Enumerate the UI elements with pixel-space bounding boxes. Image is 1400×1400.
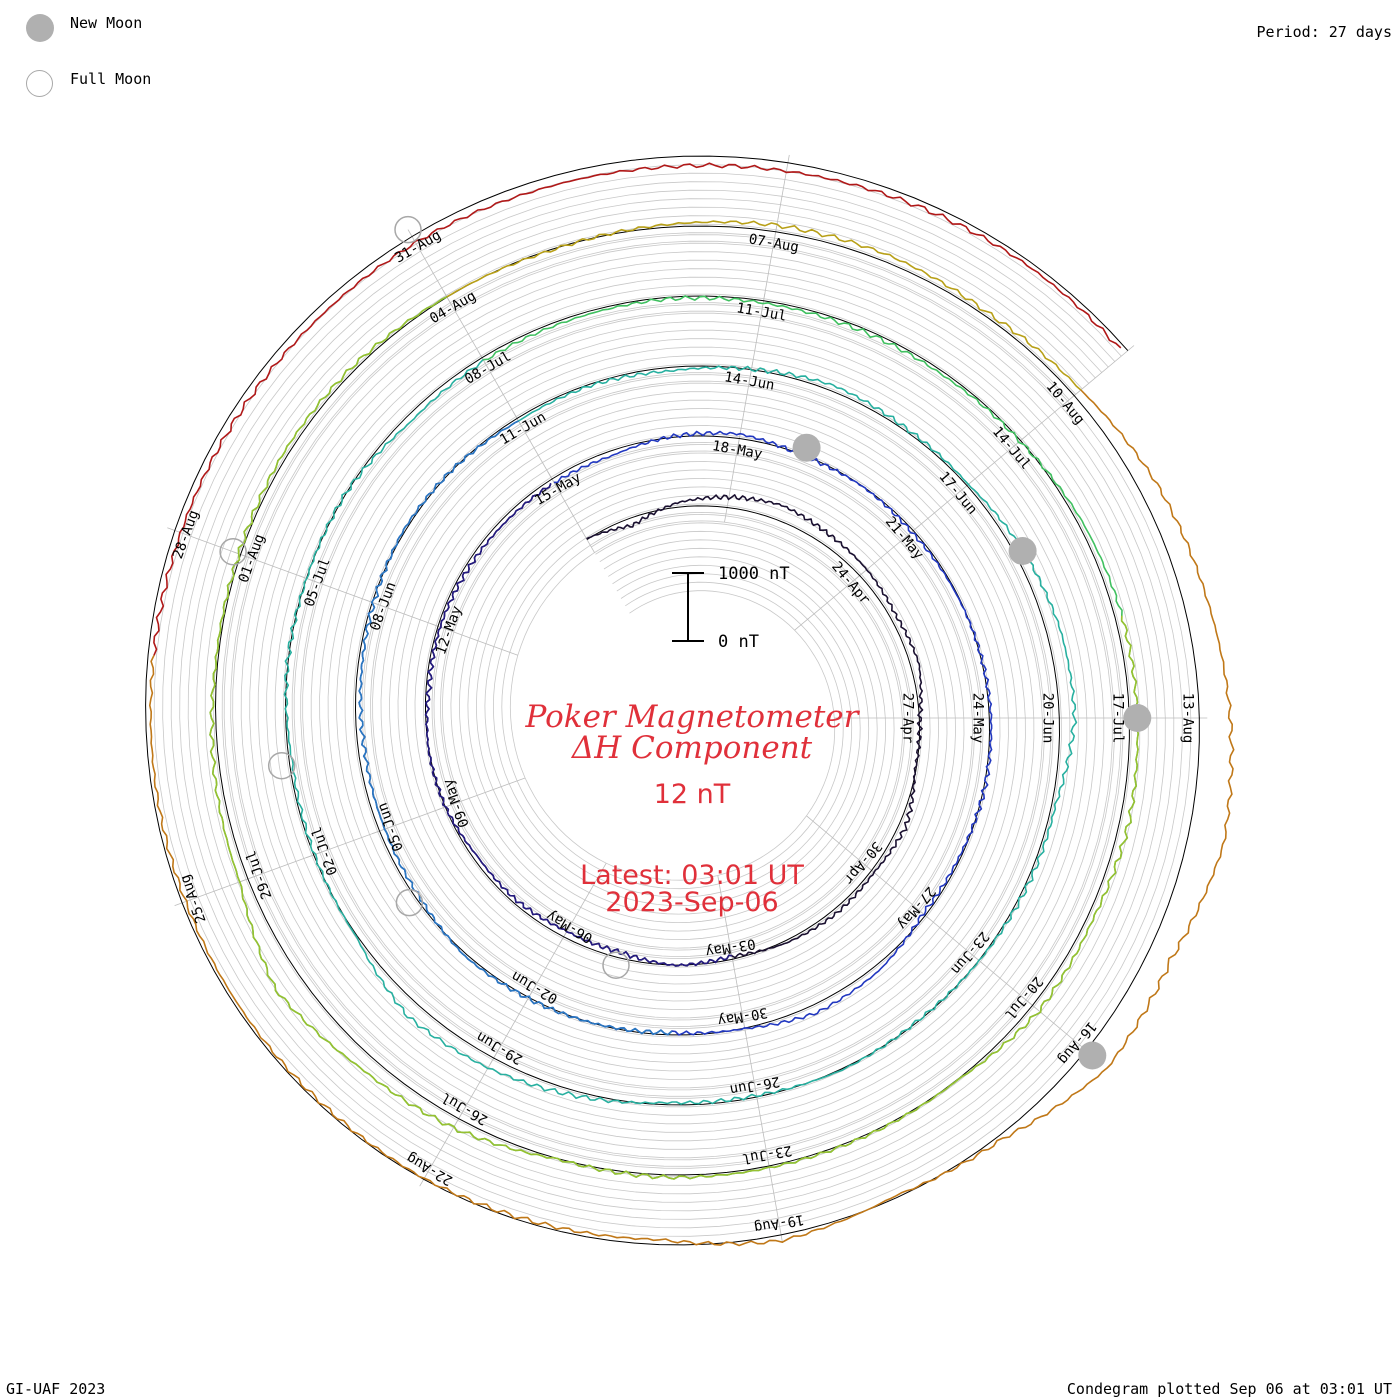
new-moon-marker: [1008, 537, 1037, 565]
chart-title-line1: Poker Magnetometer: [525, 699, 861, 735]
grid-spiral-3: [170, 181, 1175, 1220]
latest-time: Latest: 03:01 UT: [580, 860, 804, 891]
full-moon-legend-label: Full Moon: [70, 70, 152, 88]
series-line-8: [446, 220, 1082, 391]
new-moon-legend-label: New Moon: [70, 14, 143, 32]
period-label: Period: 27 days: [1256, 23, 1392, 41]
scale-top-label: 1000 nT: [718, 564, 790, 584]
series-line-2: [424, 483, 733, 967]
grid-spiral-8: [213, 223, 1132, 1178]
date-tick-label: 30-Apr: [840, 838, 885, 887]
full-moon-marker: [394, 215, 422, 244]
spiral-baseline: [145, 155, 1200, 1246]
full-moon-marker: [395, 888, 424, 917]
date-tick-label: 20-Jul: [1001, 973, 1046, 1022]
credit-label: GI-UAF 2023: [6, 1380, 106, 1398]
new-moon-marker: [1123, 704, 1152, 732]
date-tick-label: 09-May: [440, 776, 472, 829]
baseline-spiral: [145, 155, 1200, 1246]
grid-spiral-6: [196, 206, 1149, 1195]
grid-spiral-2: [162, 172, 1183, 1229]
date-tick-label: 27-Apr: [899, 693, 915, 744]
date-tick-label: 05-Jun: [375, 800, 407, 853]
full-moon-legend-icon: [26, 70, 53, 97]
full-moon-marker: [219, 537, 247, 566]
chart-title-line2: ΔH Component: [571, 730, 813, 766]
grid-spiral-9: [221, 232, 1124, 1169]
current-value: 12 nT: [654, 779, 731, 810]
new-moon-legend-icon: [26, 14, 54, 42]
series-line-4: [358, 420, 673, 1036]
spoke: [1062, 345, 1135, 406]
series-line-9: [149, 389, 1235, 1247]
series-line-5: [283, 359, 1078, 1105]
full-moon-marker: [267, 751, 296, 780]
full-moon-marker: [602, 951, 630, 979]
spoke: [174, 873, 263, 906]
date-tick-label: 28-Aug: [170, 508, 202, 561]
new-moon-marker: [792, 433, 821, 462]
grid-spiral-4: [179, 189, 1166, 1212]
date-tick-label: 24-May: [969, 693, 985, 744]
series-line-7: [209, 296, 1139, 1180]
date-tick-label: 25-Aug: [177, 872, 209, 925]
date-tick-label: 01-Aug: [236, 532, 268, 585]
series-line-10: [153, 162, 1122, 656]
scale-bar: [672, 572, 704, 642]
grid-spiral-7: [204, 215, 1141, 1186]
date-tick-label: 05-Jul: [301, 556, 333, 609]
date-tick-label: 13-Aug: [1179, 693, 1195, 744]
scale-bottom-label: 0 nT: [718, 632, 759, 652]
grid-spiral-5: [187, 198, 1158, 1203]
date-tick-label: 02-Jul: [309, 824, 341, 877]
grid-spiral-10: [230, 240, 1115, 1161]
date-tick-label: 20-Jun: [1039, 693, 1055, 744]
latest-date: 2023-Sep-06: [605, 887, 778, 918]
new-moon-marker: [1078, 1041, 1107, 1070]
spoke: [1020, 995, 1093, 1056]
date-tick-label: 29-Jul: [243, 848, 275, 901]
plotted-timestamp: Condegram plotted Sep 06 at 03:01 UT: [1066, 1380, 1392, 1398]
date-tick-label: 08-Jun: [367, 580, 399, 633]
date-tick-label: 30-May: [716, 1004, 769, 1029]
spiral-grid-lines: [153, 164, 1192, 1237]
date-tick-label: 03-May: [704, 935, 757, 960]
date-tick-label: 17-Jul: [1109, 693, 1125, 744]
magnetometer-series: [149, 162, 1235, 1247]
moon-markers: [219, 215, 1152, 1070]
grid-spiral-1: [153, 164, 1192, 1237]
